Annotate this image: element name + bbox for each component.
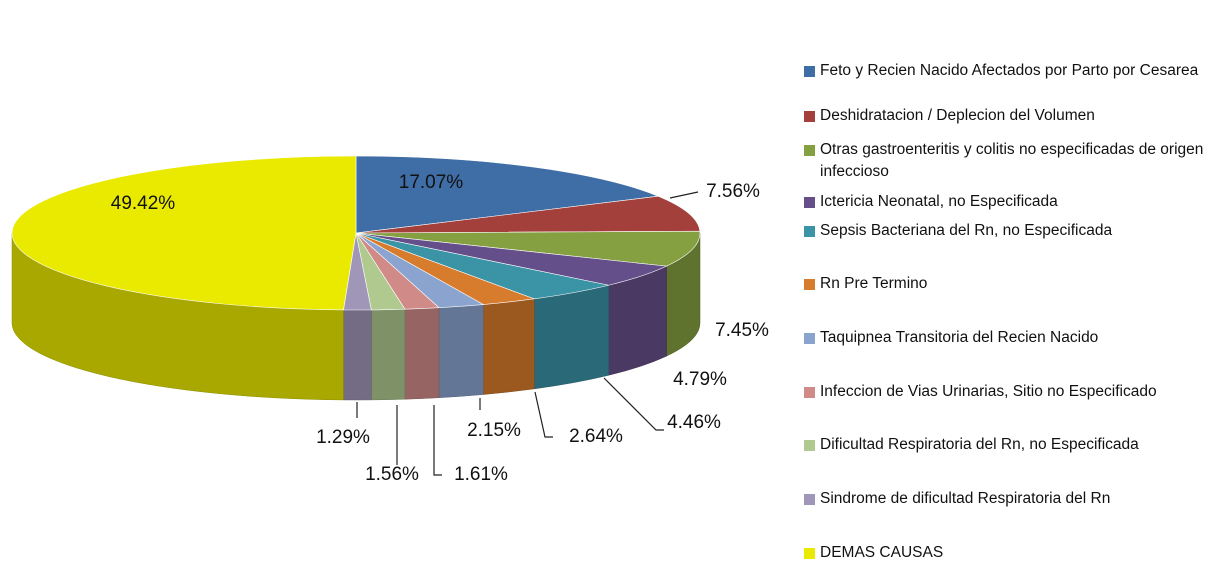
data-label: 1.29% xyxy=(316,427,370,448)
slice xyxy=(355,230,701,267)
leader-line xyxy=(603,377,664,431)
data-label: 4.46% xyxy=(667,412,721,433)
slice-side xyxy=(482,298,535,395)
data-label: 49.42% xyxy=(111,193,176,214)
slice xyxy=(355,155,660,234)
data-label: 1.56% xyxy=(365,464,419,485)
data-label: 7.45% xyxy=(715,320,769,341)
data-label: 7.56% xyxy=(706,181,760,202)
slice-side xyxy=(404,307,440,400)
slice-side xyxy=(438,304,484,398)
data-label: 4.79% xyxy=(673,369,727,390)
slice-side xyxy=(534,284,609,390)
slice-side xyxy=(371,308,406,401)
data-label: 1.61% xyxy=(454,464,508,485)
leader-line xyxy=(433,405,442,476)
slice xyxy=(11,155,357,311)
data-label: 17.07% xyxy=(399,172,464,193)
leader-line xyxy=(534,391,553,438)
leader-line xyxy=(669,191,699,199)
data-label: 2.64% xyxy=(569,426,623,447)
data-label: 2.15% xyxy=(467,420,521,441)
slice xyxy=(355,195,701,234)
slice-side xyxy=(343,309,372,401)
